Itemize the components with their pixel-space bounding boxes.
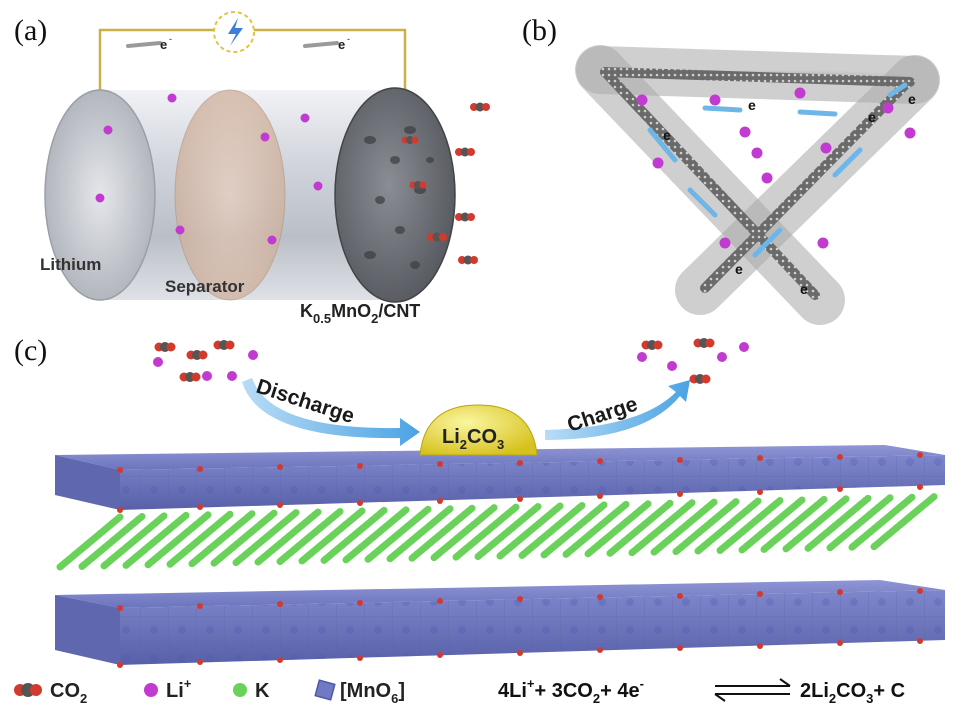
potassium-chain	[342, 506, 410, 564]
potassium-chain	[694, 497, 762, 555]
potassium-chain	[804, 494, 872, 552]
potassium-chain	[408, 504, 476, 562]
panel-b: (b) e e e e e e	[522, 14, 945, 325]
potassium-chain	[320, 506, 388, 564]
electron-arrow-left: e -	[126, 34, 172, 52]
electron-labels-b: e e e e e e	[663, 91, 916, 297]
potassium-chain	[826, 494, 894, 552]
charge-arrow	[545, 380, 690, 440]
potassium-chain	[452, 503, 520, 561]
panel-a: (a) e - e -	[14, 11, 490, 326]
legend-k-icon	[233, 683, 247, 697]
legend-co2-icon	[14, 683, 42, 697]
panel-c-label: (c)	[14, 334, 47, 367]
potassium-chain	[518, 501, 586, 559]
legend-mno6-icon	[314, 679, 336, 701]
potassium-chain	[650, 498, 718, 556]
potassium-chain	[430, 504, 498, 562]
cathode-disc	[334, 87, 456, 303]
equilibrium-arrow-icon	[714, 678, 791, 702]
potassium-chain	[122, 511, 190, 569]
panel-b-label: (b)	[522, 14, 557, 47]
svg-text:e: e	[735, 261, 743, 277]
products-cluster	[637, 338, 749, 384]
potassium-chain	[848, 493, 916, 551]
discharge-arrow	[242, 378, 420, 446]
potassium-chain	[232, 509, 300, 567]
potassium-chain	[540, 501, 608, 559]
lithium-label: Lithium	[40, 255, 101, 274]
potassium-chain	[188, 510, 256, 568]
equation-right: 2Li2CO3+ C	[800, 680, 905, 706]
potassium-chain	[78, 512, 146, 570]
svg-text:e: e	[868, 109, 876, 125]
potassium-chain	[298, 507, 366, 565]
potassium-chain	[584, 500, 652, 558]
cnt-network	[570, 40, 945, 325]
potassium-chain	[628, 499, 696, 557]
legend-mno6-label: [MnO6]	[340, 680, 405, 706]
potassium-chain	[606, 499, 674, 557]
li2co3-label: Li2CO3	[442, 426, 504, 452]
co2-molecules-a	[401, 102, 490, 265]
legend-li-label: Li+	[166, 676, 192, 702]
svg-text:e: e	[908, 91, 916, 107]
potassium-chain	[496, 502, 564, 560]
reactants-cluster	[153, 340, 258, 382]
potassium-chain	[254, 508, 322, 566]
svg-text:-: -	[347, 34, 350, 44]
potassium-chain	[782, 495, 850, 553]
potassium-chain	[276, 508, 344, 565]
svg-text:-: -	[169, 34, 172, 44]
potassium-chain	[364, 505, 432, 563]
legend-k-label: K	[255, 680, 270, 702]
legend-co2-label: CO2	[50, 680, 87, 706]
svg-text:e: e	[800, 281, 808, 297]
li2co3-deposit	[419, 404, 538, 456]
legend-li-icon	[144, 683, 158, 697]
mno6-slab-lower	[55, 580, 945, 668]
mno6-slab-upper	[55, 445, 945, 513]
electron-label-left: e	[160, 37, 167, 52]
li-ions-b	[636, 87, 916, 249]
svg-text:e: e	[663, 127, 671, 143]
potassium-chain	[210, 509, 278, 567]
potassium-chain	[100, 512, 168, 570]
panel-a-label: (a)	[14, 14, 47, 47]
potassium-chain	[562, 500, 630, 558]
potassium-chain	[56, 513, 124, 571]
potassium-chain	[870, 493, 938, 551]
reaction-equation: 4Li++ 3CO2+ 4e- 2Li2CO3+ C	[498, 676, 905, 706]
potassium-chain	[760, 495, 828, 553]
lightning-bolt-icon	[228, 18, 243, 46]
potassium-chain	[386, 505, 454, 563]
potassium-chain	[672, 498, 740, 556]
potassium-chain	[738, 496, 806, 554]
panel-c: (c) Discharge Charge	[14, 334, 945, 668]
potassium-chain	[166, 510, 234, 568]
electron-label-right: e	[338, 37, 345, 52]
legend: CO2 Li+ K [MnO6]	[14, 676, 405, 706]
potassium-chain	[144, 511, 212, 569]
potassium-layer	[56, 493, 938, 571]
electron-arrow-right: e -	[303, 34, 350, 52]
cathode-label: K0.5MnO2/CNT	[300, 301, 420, 326]
electron-arrows-b	[647, 82, 908, 258]
potassium-chain	[716, 497, 784, 554]
potassium-chain	[474, 503, 542, 561]
svg-text:e: e	[748, 97, 756, 113]
li-ions-a	[95, 93, 323, 245]
equation-left: 4Li++ 3CO2+ 4e-	[498, 676, 644, 706]
separator-disc	[174, 89, 286, 301]
separator-label: Separator	[165, 277, 245, 296]
